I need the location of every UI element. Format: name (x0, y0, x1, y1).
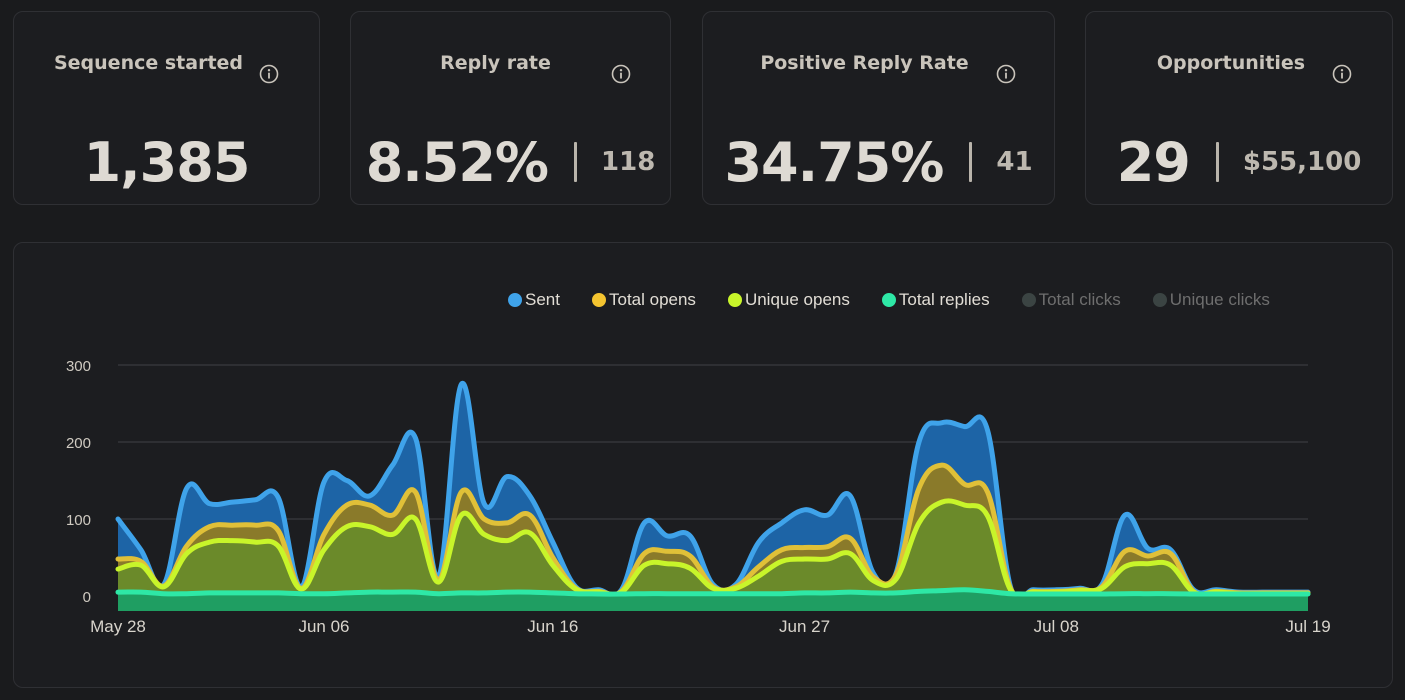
legend-swatch (879, 291, 898, 309)
x-tick-label: May 28 (90, 617, 146, 636)
series-line-total-replies (115, 587, 1311, 597)
metric-separator (969, 142, 973, 182)
y-tick-label: 0 (83, 589, 91, 606)
x-tick-label: Jun 06 (298, 617, 349, 636)
info-icon[interactable] (611, 64, 631, 84)
legend-label: Total clicks (1038, 290, 1121, 309)
y-tick-label: 100 (66, 512, 91, 529)
x-tick-label: Jun 16 (527, 617, 578, 636)
info-icon[interactable] (1332, 64, 1352, 84)
legend-label: Total opens (608, 290, 696, 309)
y-tick-label: 200 (66, 435, 91, 452)
card-title: Reply rate (440, 52, 551, 74)
metric-count: 41 (996, 147, 1033, 177)
card-title: Sequence started (53, 52, 244, 74)
card-title: Opportunities (1156, 52, 1306, 74)
x-tick-label: Jul 08 (1034, 617, 1079, 636)
x-tick-label: Jun 27 (779, 617, 830, 636)
x-tick-label: Jul 19 (1285, 617, 1330, 636)
chart-legend: Sent Total opens Unique opens Total repl… (506, 287, 1270, 313)
kpi-card-positive-reply-rate: Positive Reply Rate 34.75% 41 (702, 11, 1055, 205)
legend-item-total-opens[interactable]: Total opens (589, 290, 696, 310)
legend-item-sent[interactable]: Sent (506, 290, 560, 310)
metric-value: 29 (1116, 130, 1191, 194)
legend-item-total-replies[interactable]: Total replies (879, 290, 990, 310)
legend-label: Sent (525, 290, 560, 309)
series-area-unique-opens (118, 500, 1308, 611)
kpi-card-opportunities: Opportunities 29 $55,100 (1085, 11, 1393, 205)
legend-label: Unique opens (744, 290, 850, 309)
metric-value: 1,385 (83, 130, 251, 194)
chart-panel (13, 242, 1393, 688)
metric-value: 8.52% (365, 130, 549, 194)
legend-item-unique-opens[interactable]: Unique opens (725, 290, 850, 310)
legend-item-total-clicks[interactable]: Total clicks (1019, 290, 1121, 310)
legend-swatch (725, 291, 744, 309)
legend-swatch (589, 291, 608, 309)
legend-item-unique-clicks[interactable]: Unique clicks (1150, 290, 1270, 310)
legend-swatch (1019, 291, 1038, 309)
card-title: Positive Reply Rate (760, 52, 969, 74)
legend-label: Total replies (898, 290, 990, 309)
y-tick-label: 300 (66, 358, 91, 375)
metric-separator (574, 142, 578, 182)
metric-separator (1215, 142, 1219, 182)
kpi-card-sequence-started: Sequence started 1,385 (13, 11, 320, 205)
legend-swatch (1150, 291, 1169, 309)
legend-label: Unique clicks (1169, 290, 1270, 309)
metric-amount: $55,100 (1242, 147, 1362, 177)
kpi-card-reply-rate: Reply rate 8.52% 118 (350, 11, 671, 205)
metric-count: 118 (601, 147, 656, 177)
info-icon[interactable] (996, 64, 1016, 84)
legend-swatch (506, 291, 524, 309)
series-line-unique-opens (115, 498, 1311, 599)
info-icon[interactable] (259, 64, 279, 84)
metric-value: 34.75% (724, 130, 944, 194)
